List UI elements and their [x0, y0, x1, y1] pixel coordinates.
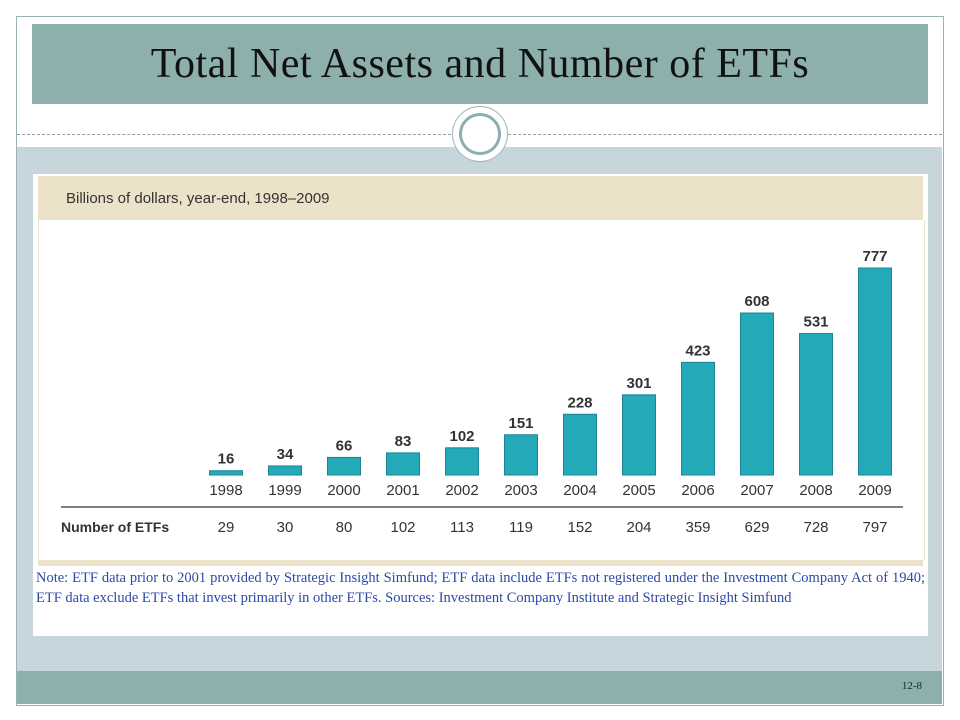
bar: [681, 361, 715, 476]
bar: [858, 267, 892, 476]
x-tick-label: 2005: [622, 482, 655, 499]
chart-bottom-strip: [38, 560, 923, 566]
chart-subtitle: Billions of dollars, year-end, 1998–2009: [66, 189, 330, 207]
etf-count-value: 30: [277, 519, 294, 536]
chart-body: 16 1998 29 34 1999 30 66 2000 80 83 2001 102 102 2002…: [38, 220, 925, 560]
etf-count-value: 119: [509, 519, 533, 536]
page-number: 12-8: [901, 680, 922, 692]
x-tick-label: 2003: [504, 482, 537, 499]
x-tick-label: 2007: [740, 482, 773, 499]
data-label: 66: [336, 437, 353, 454]
data-label: 83: [395, 433, 412, 450]
etf-count-value: 102: [390, 519, 415, 536]
x-tick-label: 2006: [681, 482, 714, 499]
etf-count-value: 797: [862, 519, 887, 536]
data-label: 423: [685, 342, 710, 359]
etf-count-row-label: Number of ETFs: [61, 519, 169, 535]
bar: [268, 465, 302, 476]
x-tick-label: 2008: [799, 482, 832, 499]
x-tick-label: 2004: [563, 482, 596, 499]
x-tick-label: 2002: [445, 482, 478, 499]
bar: [504, 434, 538, 476]
data-label: 16: [218, 451, 235, 468]
x-tick-label: 2009: [858, 482, 891, 499]
etf-count-value: 204: [626, 519, 651, 536]
bar: [622, 394, 656, 476]
chart-panel: Billions of dollars, year-end, 1998–2009…: [33, 174, 928, 636]
data-label: 301: [626, 375, 651, 392]
etf-count-value: 113: [450, 519, 474, 536]
etf-count-value: 629: [744, 519, 769, 536]
etf-count-value: 152: [567, 519, 592, 536]
chart-header: Billions of dollars, year-end, 1998–2009: [38, 176, 923, 220]
title-bar: Total Net Assets and Number of ETFs: [32, 24, 928, 104]
bar: [386, 452, 420, 476]
bar-chart: 16 1998 29 34 1999 30 66 2000 80 83 2001 102 102 2002…: [61, 248, 903, 536]
data-label: 531: [803, 314, 828, 331]
etf-count-value: 728: [803, 519, 828, 536]
data-label: 777: [862, 248, 887, 265]
x-tick-label: 1999: [268, 482, 301, 499]
bar: [563, 413, 597, 476]
etf-count-value: 359: [685, 519, 710, 536]
etf-count-value: 29: [218, 519, 235, 536]
data-label: 102: [449, 428, 474, 445]
chart-note: Note: ETF data prior to 2001 provided by…: [36, 570, 925, 606]
x-tick-label: 2000: [327, 482, 360, 499]
bar: [740, 312, 774, 476]
bar: [445, 447, 479, 476]
x-tick-label: 2001: [386, 482, 419, 499]
decorative-circle: [452, 106, 508, 162]
bar: [209, 470, 243, 476]
bar: [327, 456, 361, 476]
slide-title: Total Net Assets and Number of ETFs: [150, 41, 810, 87]
data-label: 608: [744, 293, 769, 310]
footer-bar: [17, 671, 942, 704]
data-label: 151: [508, 415, 533, 432]
bar: [799, 333, 833, 476]
etf-count-value: 80: [336, 519, 353, 536]
x-tick-label: 1998: [209, 482, 242, 499]
data-label: 228: [567, 394, 592, 411]
data-label: 34: [277, 446, 294, 463]
